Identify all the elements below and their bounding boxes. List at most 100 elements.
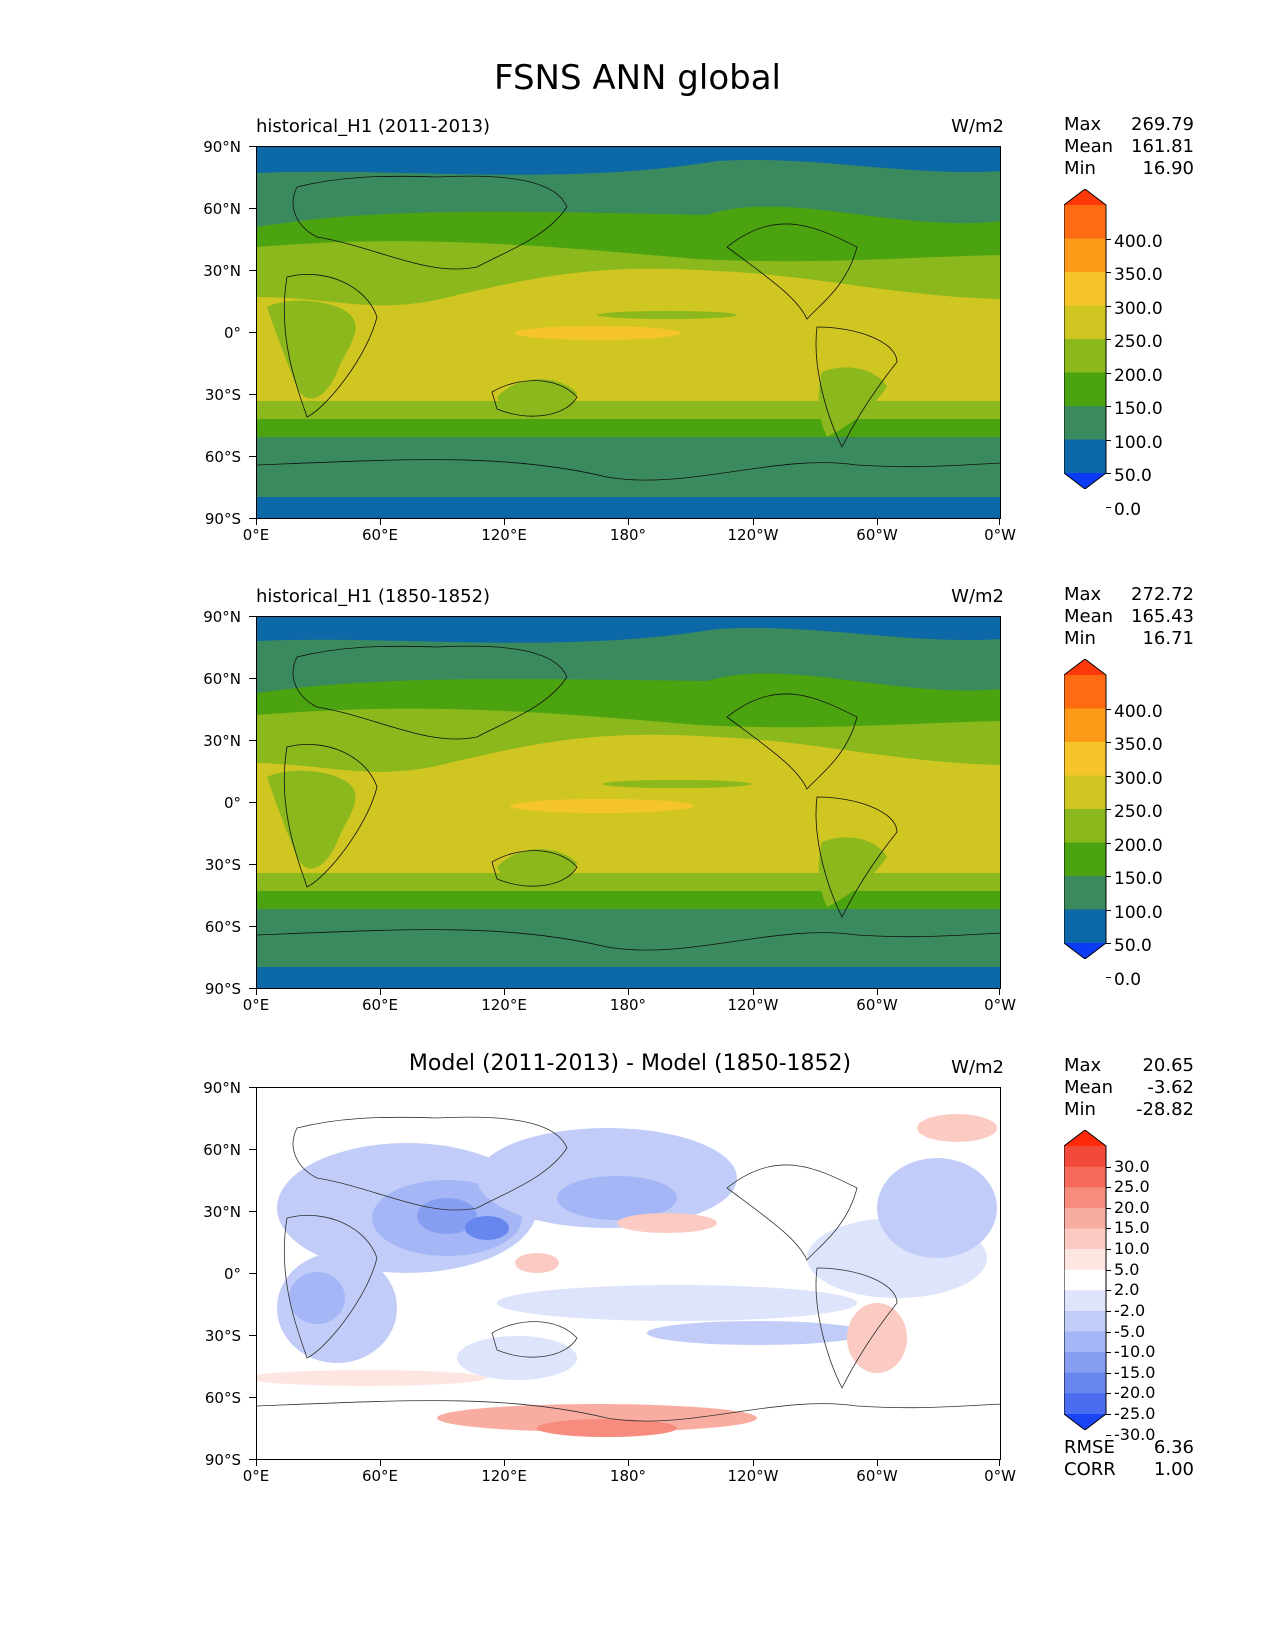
colorbar-graphic: [1064, 1130, 1107, 1430]
stat-min-value: 16.90: [1142, 158, 1194, 179]
lon-label: 120°E: [481, 1467, 527, 1485]
colorbar-swatch: [1064, 1207, 1106, 1229]
colorbar-swatch: [1064, 1166, 1106, 1188]
stat-mean-value: 165.43: [1131, 606, 1194, 627]
lat-label: 60°N: [203, 670, 241, 688]
lat-label: 60°N: [203, 200, 241, 218]
lat-tick: [249, 270, 256, 272]
colorbar-tick: [1106, 708, 1111, 710]
lat-label: 90°S: [204, 510, 241, 528]
colorbar-tick: [1106, 272, 1111, 273]
colorbar-tick: [1106, 742, 1111, 743]
colorbar-label: -15.0: [1114, 1362, 1156, 1382]
lon-tick: [380, 519, 382, 525]
colorbar-swatch: [1064, 1331, 1106, 1353]
colorbar-swatch: [1064, 372, 1106, 407]
lat-tick: [249, 208, 256, 210]
panel-title: Model (2011-2013) - Model (1850-1852): [408, 1051, 852, 1076]
lon-label: 60°E: [361, 996, 399, 1014]
map-plot: [256, 146, 1001, 519]
lon-tick: [753, 1460, 755, 1466]
stat-max-value: 20.65: [1142, 1055, 1194, 1076]
lat-tick: [249, 1087, 256, 1089]
colorbar-swatch: [1064, 1249, 1106, 1271]
lat-label: 30°N: [203, 732, 241, 750]
colorbar-label: 150.0: [1114, 869, 1163, 889]
lat-label: 90°S: [204, 980, 241, 998]
lat-label: 60°S: [204, 448, 241, 466]
colorbar-swatch: [1064, 272, 1106, 306]
lon-label: 60°W: [856, 1467, 898, 1485]
lat-tick: [249, 394, 256, 396]
lat-label: 60°N: [203, 1141, 241, 1159]
colorbar-tick: [1106, 238, 1111, 240]
stat-mean-value: -3.62: [1147, 1077, 1194, 1098]
colorbar-swatch: [1064, 1187, 1106, 1209]
colorbar-label: 300.0: [1114, 298, 1163, 319]
colorbar-tick: [1106, 1290, 1111, 1292]
colorbar-swatch: [1064, 809, 1106, 843]
colorbar: 400.0 350.0 300.0 250.0 200.0 150.0 100.0 50.0 0…: [1064, 189, 1184, 518]
lat-tick: [249, 1335, 256, 1337]
colorbar-label: 350.0: [1114, 265, 1163, 285]
colorbar-swatch: [1064, 775, 1106, 810]
lon-tick: [504, 989, 506, 995]
stat-mean-value: 161.81: [1131, 136, 1194, 157]
colorbar-tick: [1106, 1331, 1111, 1333]
colorbar-label: 100.0: [1114, 902, 1163, 923]
lat-tick: [249, 740, 256, 742]
corr-label: CORR: [1064, 1459, 1116, 1480]
colorbar-swatch: [1064, 1372, 1106, 1394]
lon-tick: [628, 519, 630, 525]
colorbar: 30.0 25.0 20.0 15.0 10.0 5.0 2.0 -2.0 -5.0 -10.0-…: [1064, 1130, 1184, 1443]
colorbar-tick: [1106, 1414, 1111, 1415]
colorbar-extend-min: [1064, 473, 1106, 489]
lon-tick: [999, 1460, 1001, 1466]
lat-tick: [249, 988, 256, 990]
lon-label: 0°E: [242, 1467, 270, 1485]
colorbar-tick: [1106, 1352, 1111, 1354]
colorbar-label: -30.0: [1114, 1424, 1156, 1444]
colorbar-tick: [1106, 372, 1111, 374]
lon-tick: [753, 519, 755, 525]
lat-tick: [249, 1273, 256, 1275]
colorbar-tick: [1106, 1269, 1111, 1271]
colorbar-extend-max: [1064, 189, 1106, 205]
lon-label: 0°W: [984, 1467, 1016, 1485]
colorbar-label: 400.0: [1114, 701, 1163, 722]
rmse-value: 6.36: [1153, 1437, 1194, 1458]
lat-label: 30°S: [204, 386, 241, 404]
colorbar-label: 250.0: [1114, 332, 1163, 352]
colorbar-label: 250.0: [1114, 802, 1163, 822]
colorbar-tick: [1106, 943, 1111, 944]
lon-label: 0°W: [984, 526, 1016, 544]
lon-tick: [504, 519, 506, 525]
colorbar-swatch: [1064, 1146, 1106, 1168]
colorbar-label: 20.0: [1114, 1197, 1150, 1217]
colorbar-swatch: [1064, 909, 1106, 944]
stat-max-label: Max: [1064, 114, 1102, 135]
stat-max-label: Max: [1064, 1055, 1102, 1076]
colorbar-label: -25.0: [1114, 1404, 1156, 1423]
lat-tick: [249, 926, 256, 928]
colorbar-tick: [1106, 339, 1111, 340]
corr-value: 1.00: [1153, 1459, 1194, 1480]
lon-label: 60°E: [361, 526, 399, 544]
lat-tick: [249, 1459, 256, 1461]
colorbar-swatch: [1064, 305, 1106, 340]
colorbar-label: 200.0: [1114, 835, 1163, 856]
lon-label: 120°E: [481, 996, 527, 1014]
lat-tick: [249, 456, 256, 458]
colorbar-label: 0.0: [1114, 499, 1142, 520]
units-label: W/m2: [951, 116, 1004, 137]
lon-tick: [256, 989, 258, 995]
lon-label: 120°W: [727, 526, 779, 544]
lon-tick: [877, 1460, 879, 1466]
units-label: W/m2: [951, 586, 1004, 607]
lon-tick: [999, 519, 1001, 525]
lat-tick: [249, 802, 256, 804]
stats-box: Max 269.79 Mean 161.81 Min 16.90: [1064, 114, 1194, 180]
lat-tick: [249, 1397, 256, 1399]
lat-tick: [249, 518, 256, 520]
colorbar-swatch: [1064, 238, 1106, 273]
